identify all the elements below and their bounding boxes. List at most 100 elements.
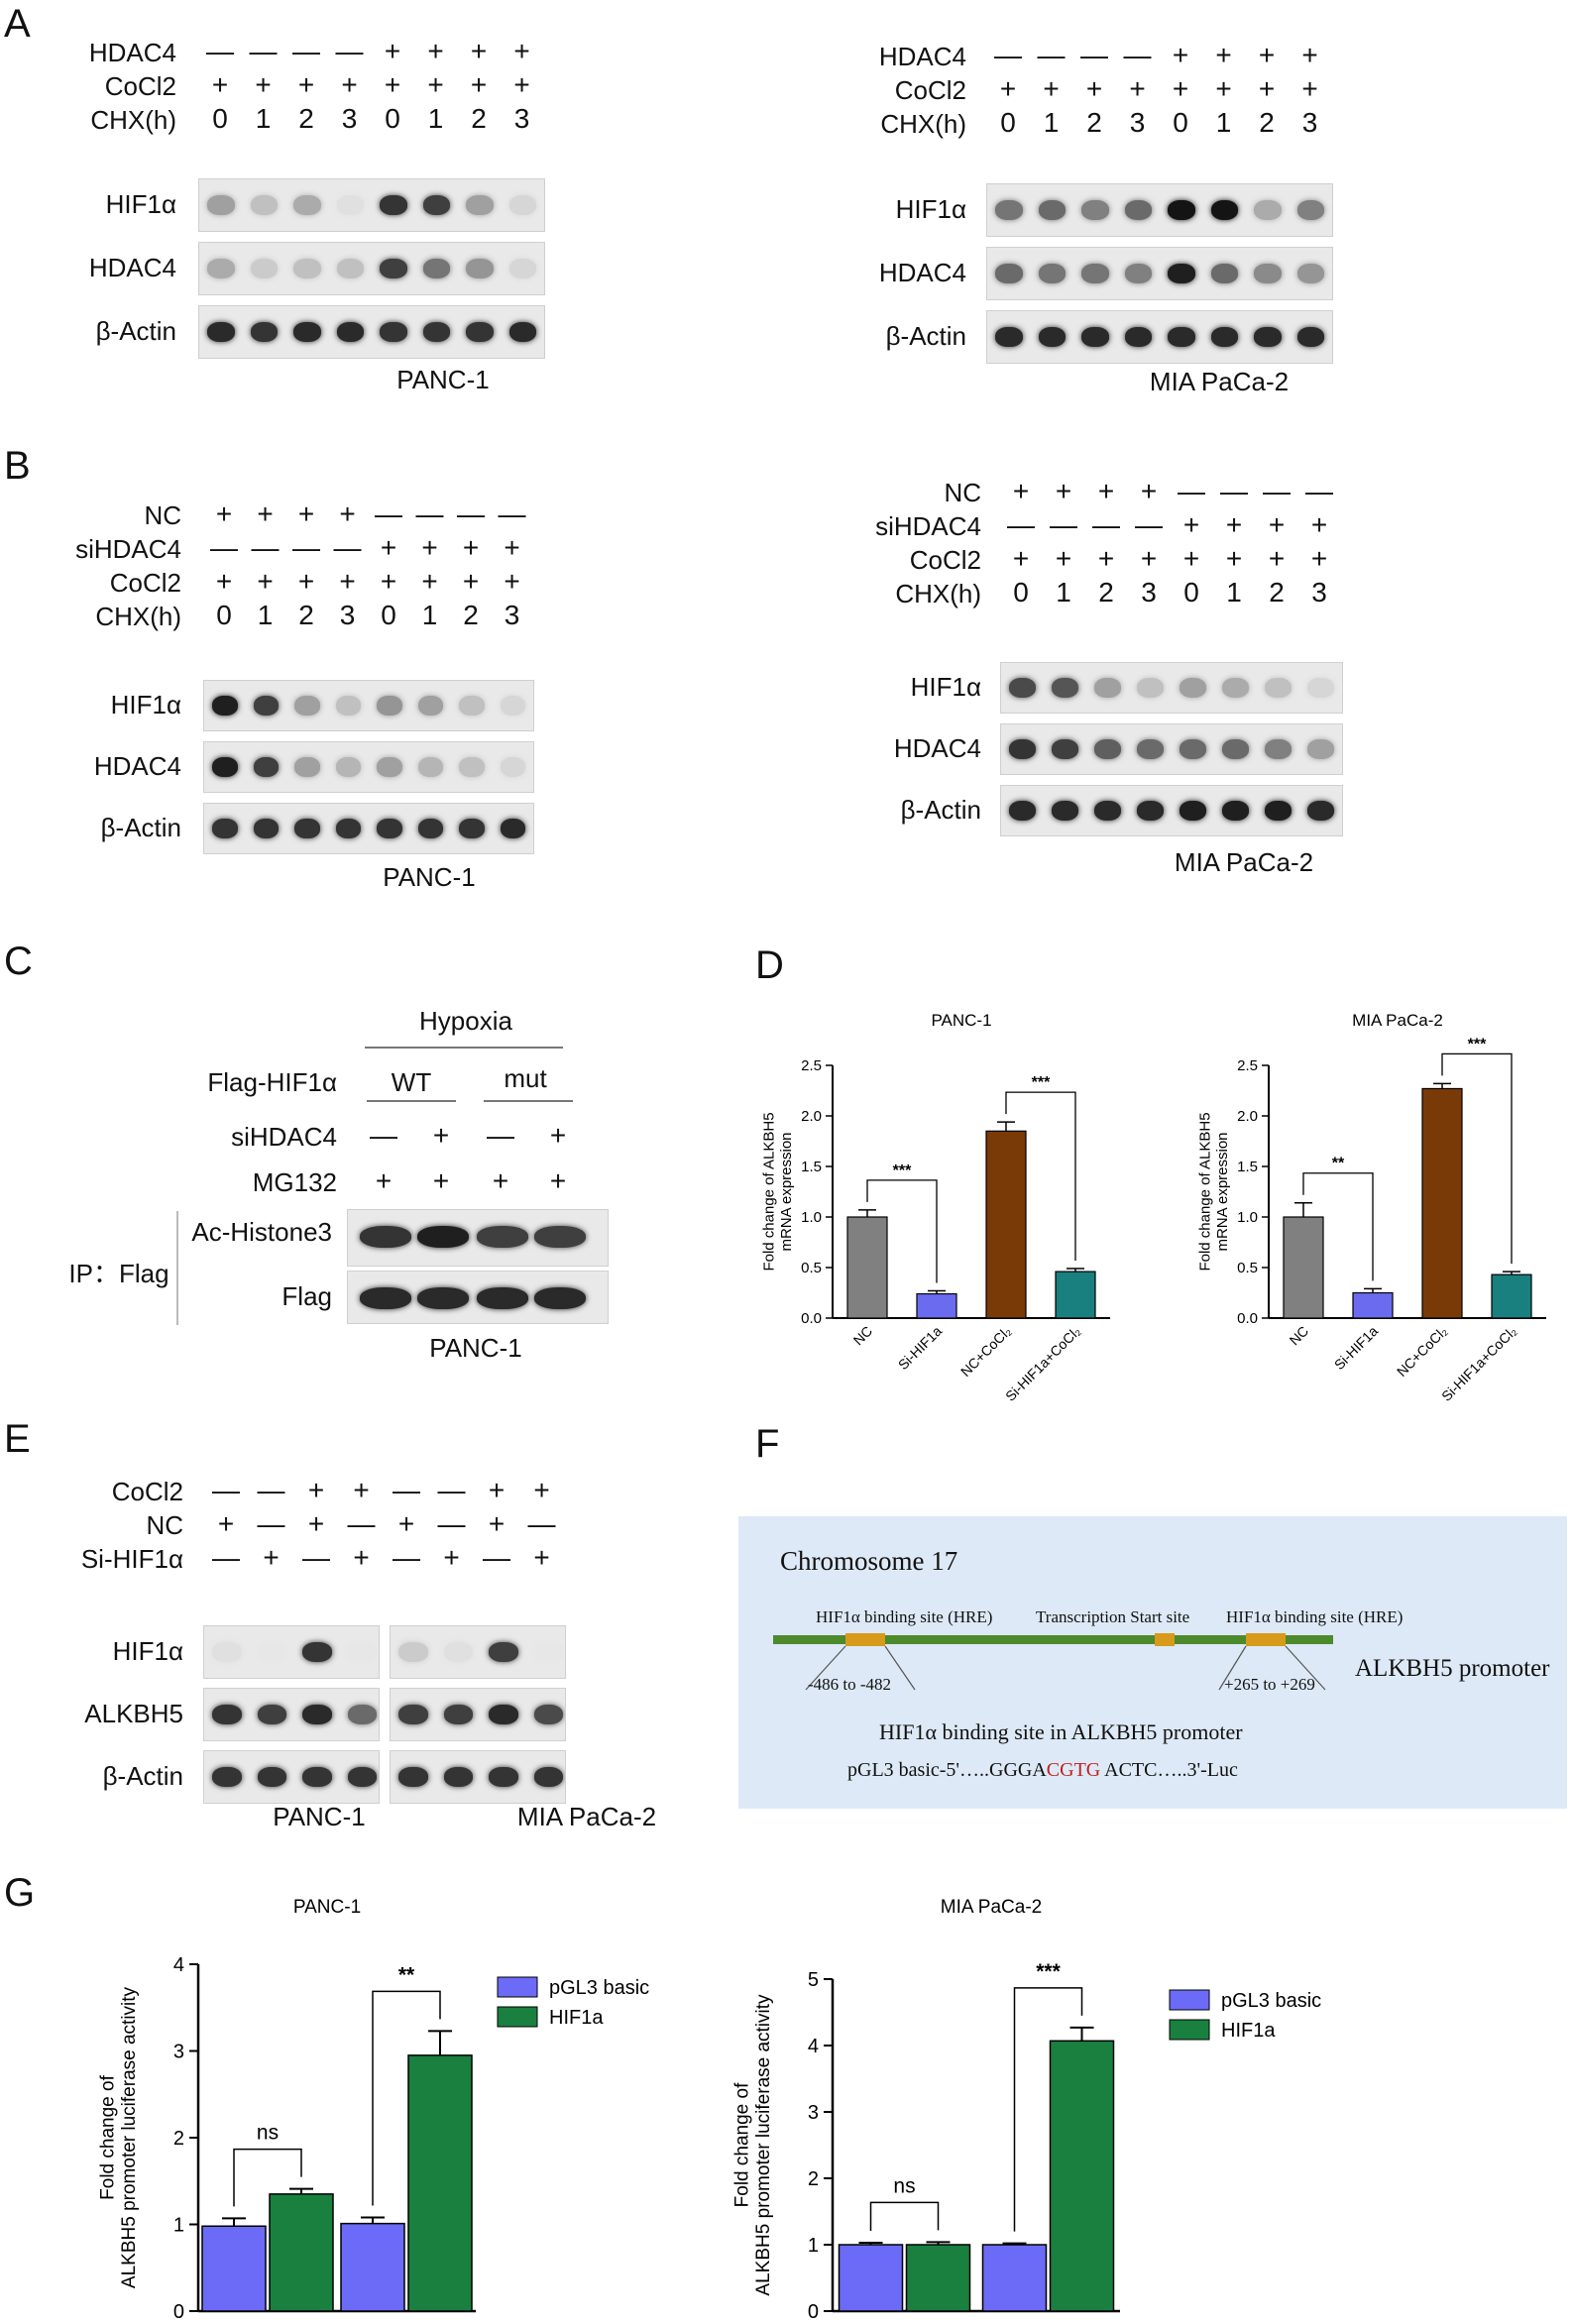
protein-band xyxy=(377,757,402,777)
blot-label: HIF1α xyxy=(910,672,981,702)
bar xyxy=(407,2054,473,2312)
protein-band xyxy=(1051,801,1078,821)
y-tick-label: 0 xyxy=(808,2301,819,2323)
protein-band xyxy=(1179,739,1206,759)
legend-swatch xyxy=(497,1976,538,1998)
lane-sign: — xyxy=(292,532,320,563)
protein-band xyxy=(1210,200,1239,220)
lane-sign: + xyxy=(1215,40,1232,70)
y-tick-label: 4 xyxy=(173,1954,184,1976)
bar xyxy=(1049,2040,1115,2312)
blot-label: HIF1α xyxy=(895,194,966,224)
lane-sign: 1 xyxy=(257,600,274,630)
lane-sign: — xyxy=(292,36,320,66)
protein-band xyxy=(293,322,321,342)
bar xyxy=(985,1130,1027,1319)
lane-sign: 1 xyxy=(1056,577,1071,608)
hypoxia-line xyxy=(365,1047,563,1049)
legend-label: pGL3 basic xyxy=(1221,1990,1321,2012)
protein-band xyxy=(477,1226,528,1248)
protein-band xyxy=(1038,264,1067,283)
blot-strip xyxy=(203,803,535,854)
lane-sign: + xyxy=(339,566,356,597)
y-tick-label: 1 xyxy=(808,2235,819,2257)
lane-sign: — xyxy=(249,36,278,66)
lane-sign: + xyxy=(462,532,480,563)
blot-strip xyxy=(390,1750,567,1804)
significance-label: ns xyxy=(893,2174,915,2197)
protein-band xyxy=(377,696,402,716)
bar xyxy=(1055,1271,1096,1319)
protein-band xyxy=(335,757,362,777)
protein-band xyxy=(533,1705,564,1724)
legend-swatch xyxy=(497,2006,538,2028)
protein-band xyxy=(1136,739,1164,759)
protein-band xyxy=(335,696,362,716)
lane-sign: 2 xyxy=(463,600,479,630)
lane-sign: + xyxy=(1140,476,1158,506)
lane-sign: + xyxy=(488,1508,506,1539)
protein-band xyxy=(477,1287,528,1309)
protein-band xyxy=(508,195,537,215)
row-label: Si-HIF1α xyxy=(80,1544,183,1574)
significance-label: *** xyxy=(1468,1036,1487,1052)
protein-band xyxy=(1124,264,1153,283)
protein-band xyxy=(500,757,526,777)
protein-band xyxy=(294,696,320,716)
row-label: CoCl2 xyxy=(909,545,981,575)
blot-strip xyxy=(390,1625,567,1679)
blot-label: HDAC4 xyxy=(93,751,181,781)
lane-sign: — xyxy=(333,532,362,563)
row-label: siHDAC4 xyxy=(75,534,181,564)
bar xyxy=(1421,1087,1463,1319)
protein-band xyxy=(1254,327,1282,347)
lane-sign: + xyxy=(1310,509,1328,540)
lane-sign: + xyxy=(1172,40,1189,70)
lane-sign: — xyxy=(210,532,238,563)
lane-sign: 3 xyxy=(504,600,520,630)
blot-label: β-Actin xyxy=(100,813,181,842)
y-tick-label: 4 xyxy=(808,2036,819,2057)
lane-sign: 0 xyxy=(381,600,396,630)
bar xyxy=(1283,1216,1324,1319)
lane-sign: + xyxy=(1055,476,1072,506)
lane-sign: + xyxy=(257,566,274,597)
protein-band xyxy=(500,819,526,838)
lane-sign: + xyxy=(339,498,356,529)
protein-band xyxy=(253,696,280,716)
chart-g-panc1: PANC-1 Fold change ofALKBH5 promoter luci… xyxy=(97,1897,649,2323)
lane-sign: — xyxy=(212,1542,240,1573)
protein-band xyxy=(336,259,365,278)
protein-band xyxy=(1051,739,1078,759)
protein-band xyxy=(360,1226,411,1248)
lane-sign: — xyxy=(335,36,364,66)
protein-band xyxy=(422,259,451,278)
protein-band xyxy=(207,195,235,215)
blot-label: HIF1α xyxy=(112,1636,183,1666)
protein-band xyxy=(995,327,1023,347)
blot-label: β-Actin xyxy=(95,316,176,346)
blot-strip xyxy=(986,310,1334,364)
lane-sign: + xyxy=(533,1475,550,1505)
protein-band xyxy=(398,1767,428,1787)
lane-sign: — xyxy=(1080,40,1108,70)
blot-strip xyxy=(203,741,535,793)
y-axis-label: Fold change ofALKBH5 promoter luciferase… xyxy=(733,1994,774,2296)
lane-sign: + xyxy=(1097,543,1115,574)
protein-band xyxy=(1008,678,1036,698)
lane-sign: — xyxy=(1135,509,1163,540)
lane-sign: + xyxy=(380,566,397,597)
lane-sign: + xyxy=(421,532,438,563)
lane-sign: + xyxy=(353,1542,370,1573)
protein-band xyxy=(1306,801,1334,821)
panel-label-e: E xyxy=(4,1417,31,1461)
protein-band xyxy=(1081,200,1109,220)
lane-sign: + xyxy=(1172,73,1189,104)
lane-sign: 2 xyxy=(1259,107,1275,138)
ac-histone3-blot xyxy=(347,1209,609,1267)
protein-band xyxy=(533,1767,564,1787)
protein-band xyxy=(1296,264,1325,283)
tss-box xyxy=(1155,1633,1175,1646)
protein-band xyxy=(336,322,365,342)
lane-sign: — xyxy=(212,1475,240,1505)
